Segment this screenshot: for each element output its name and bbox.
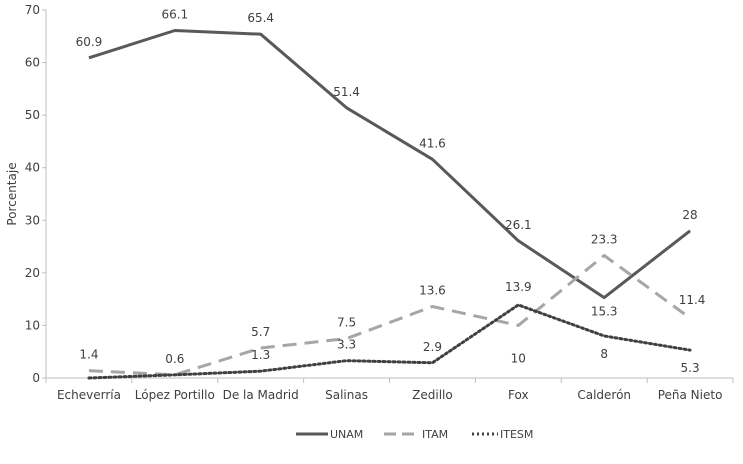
data-label-itam: 1.4 xyxy=(79,348,98,362)
data-label-unam: 28 xyxy=(682,208,697,222)
data-label-unam: 51.4 xyxy=(333,85,360,99)
legend-label-itesm: ITESM xyxy=(500,428,533,441)
y-tick-label: 50 xyxy=(25,108,40,122)
data-label-itam: 10 xyxy=(511,351,526,365)
data-label-unam: 66.1 xyxy=(161,8,188,22)
y-tick-label: 0 xyxy=(32,371,40,385)
data-label-itam: 7.5 xyxy=(337,316,356,330)
legend-label-itam: ITAM xyxy=(422,428,448,441)
data-label-unam: 15.3 xyxy=(591,305,618,319)
y-tick-labels: 0 10 20 30 40 50 60 70 xyxy=(25,3,46,385)
x-tick-label: De la Madrid xyxy=(223,388,299,402)
data-label-itam: 13.6 xyxy=(419,284,446,298)
data-label-itam: 0.6 xyxy=(165,352,184,366)
y-tick-label: 30 xyxy=(25,213,40,227)
x-tick-label: Peña Nieto xyxy=(658,388,723,402)
x-tick-label: López Portillo xyxy=(135,388,215,402)
data-label-itesm: 5.3 xyxy=(681,361,700,375)
data-label-itam: 23.3 xyxy=(591,233,618,247)
data-label-unam: 65.4 xyxy=(247,11,274,25)
x-tick-label: Echeverría xyxy=(57,388,121,402)
x-tick-label: Fox xyxy=(508,388,529,402)
x-tick-labels: Echeverría López Portillo De la Madrid Sali… xyxy=(45,378,734,402)
y-tick-label: 20 xyxy=(25,266,40,280)
data-label-itesm: 8 xyxy=(600,347,608,361)
y-axis-title: Porcentaje xyxy=(5,162,19,225)
y-tick-label: 10 xyxy=(25,318,40,332)
y-tick-label: 70 xyxy=(25,3,40,17)
data-label-itesm: 3.3 xyxy=(337,338,356,352)
y-tick-label: 60 xyxy=(25,56,40,70)
data-labels: 60.9 66.1 65.4 51.4 41.6 26.1 15.3 28 1.4 0.6 5.7 7… xyxy=(76,8,706,376)
data-label-unam: 41.6 xyxy=(419,136,446,150)
series-line-itam xyxy=(88,254,691,377)
series-lines xyxy=(87,29,692,380)
x-tick-label: Zedillo xyxy=(412,388,453,402)
data-label-unam: 26.1 xyxy=(505,218,532,232)
series-line-unam xyxy=(88,29,691,300)
data-label-itesm: 2.9 xyxy=(423,340,442,354)
legend-label-unam: UNAM xyxy=(330,428,363,441)
data-label-unam: 60.9 xyxy=(76,35,103,49)
legend: UNAM ITAM ITESM xyxy=(296,428,533,441)
x-tick-label: Calderón xyxy=(577,388,631,402)
x-tick-label: Salinas xyxy=(325,388,368,402)
data-label-itesm: 1.3 xyxy=(251,348,270,362)
data-label-itam: 5.7 xyxy=(251,325,270,339)
series-line-itesm xyxy=(87,303,692,380)
data-label-itesm: 13.9 xyxy=(505,280,532,294)
y-tick-label: 40 xyxy=(25,161,40,175)
data-label-itam: 11.4 xyxy=(679,293,706,307)
